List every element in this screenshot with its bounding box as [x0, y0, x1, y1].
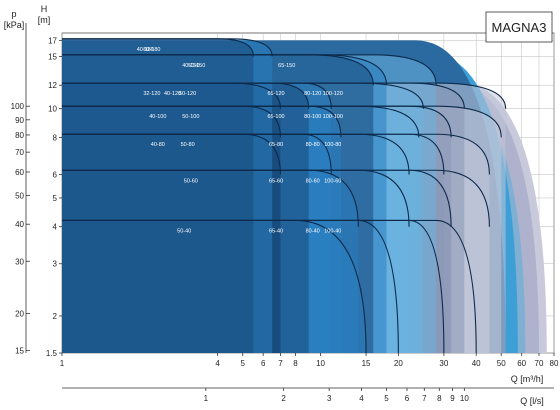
- curve-label-40-180: 40-180: [137, 47, 154, 53]
- x-tick-label: 50: [497, 359, 506, 368]
- curve-label-80-40: 80-40: [306, 228, 320, 234]
- x-tick-label: 1: [60, 359, 65, 368]
- y-axis-label-h: H: [41, 4, 48, 14]
- y-tick-label: 4: [53, 223, 58, 232]
- x2-tick-label: 9: [450, 394, 455, 403]
- y-tick-label: 10: [48, 105, 57, 114]
- y2-tick-label: 70: [15, 148, 24, 157]
- curve-label-50-100: 50-100: [182, 114, 199, 120]
- curve-100-60: [62, 169, 490, 227]
- y2-tick-label: 30: [15, 257, 24, 266]
- x2-tick-label: 1: [204, 394, 209, 403]
- x-tick-label: 20: [394, 359, 403, 368]
- curve-label-80-100: 80-100: [304, 114, 321, 120]
- x-tick-label: 30: [439, 359, 448, 368]
- curve-label-65-40: 65-40: [269, 228, 283, 234]
- title-box: [485, 11, 553, 43]
- curve-100-80: [62, 133, 490, 175]
- y2-axis-label-p: p: [11, 9, 16, 19]
- pump-curves: [62, 38, 507, 354]
- x-tick-label: 40: [472, 359, 481, 368]
- x-tick-label: 8: [293, 359, 298, 368]
- curve-50-40: [62, 219, 367, 354]
- curve-100-120: [62, 82, 507, 109]
- x2-tick-label: 5: [384, 394, 389, 403]
- y2-tick-label: 15: [15, 347, 24, 356]
- y2-tick-label: 90: [15, 116, 24, 125]
- y2-tick-label: 100: [11, 102, 25, 111]
- curve-65-150: [62, 54, 437, 86]
- curve-label-40-100: 40-100: [149, 114, 166, 120]
- x2-tick-label: 10: [460, 394, 469, 403]
- curve-label-65-60: 65-60: [269, 178, 283, 184]
- x-tick-label: 10: [316, 359, 325, 368]
- curve-label-40-120: 40-120: [164, 91, 181, 97]
- curve-label-50-60: 50-60: [184, 178, 198, 184]
- chart-title: MAGNA3: [492, 20, 547, 35]
- x-tick-label: 4: [215, 359, 220, 368]
- x2-tick-label: 7: [422, 394, 427, 403]
- curve-label-65-120: 65-120: [267, 91, 284, 97]
- y2-tick-label: 20: [15, 309, 24, 318]
- curve-100-40: [62, 219, 477, 354]
- y2-tick-label: 80: [15, 131, 24, 140]
- y2-axis-label-p-unit: [kPa]: [4, 20, 25, 30]
- curve-label-50-80: 50-80: [181, 142, 195, 148]
- y2-tick-label: 50: [15, 191, 24, 200]
- x-tick-label: 15: [362, 359, 371, 368]
- operating-regions: [62, 38, 547, 354]
- x-tick-label: 5: [240, 359, 245, 368]
- y-tick-label: 8: [53, 133, 58, 142]
- curve-label-100-40: 100-40: [324, 228, 341, 234]
- curve-label-32-120: 32-120: [143, 91, 160, 97]
- x2-tick-label: 4: [359, 394, 364, 403]
- y-tick-label: 12: [48, 81, 57, 90]
- curve-label-65-80: 65-80: [269, 142, 283, 148]
- y-tick-label: 2: [53, 312, 58, 321]
- x-tick-label: 80: [550, 359, 559, 368]
- x2-tick-label: 3: [327, 394, 332, 403]
- curve-label-50-120: 50-120: [179, 91, 196, 97]
- curve-50-180: [62, 38, 273, 57]
- region-40-180: [62, 38, 254, 354]
- y-tick-label: 5: [53, 194, 58, 203]
- y-tick-label: 17: [48, 36, 57, 45]
- curve-label-40-150: 40-150: [182, 63, 199, 69]
- x-tick-label: 6: [261, 359, 266, 368]
- curve-label-65-100: 65-100: [267, 114, 284, 120]
- curve-label-100-80: 100-80: [324, 142, 341, 148]
- curve-label-50-40: 50-40: [177, 228, 191, 234]
- curve-label-80-60: 80-60: [306, 178, 320, 184]
- y-tick-label: 1.5: [46, 349, 58, 358]
- curve-label-100-60: 100-60: [324, 178, 341, 184]
- y2-tick-label: 40: [15, 220, 24, 229]
- curve-label-80-80: 80-80: [306, 142, 320, 148]
- y-tick-label: 6: [53, 170, 58, 179]
- x-tick-label: 60: [517, 359, 526, 368]
- curve-label-40-80: 40-80: [151, 142, 165, 148]
- x-axis-label: Q [m³/h]: [511, 374, 544, 384]
- curve-label-65-150: 65-150: [278, 63, 295, 69]
- y2-tick-label: 60: [15, 168, 24, 177]
- x-tick-label: 7: [278, 359, 283, 368]
- y-tick-label: 3: [53, 260, 58, 269]
- curve-label-80-120: 80-120: [304, 91, 321, 97]
- x2-axis-label: Q [l/s]: [520, 396, 544, 406]
- x-tick-label: 70: [535, 359, 544, 368]
- curve-label-50-180: 50-180: [143, 47, 160, 53]
- x2-tick-label: 2: [281, 394, 286, 403]
- y-tick-label: 15: [48, 52, 57, 61]
- curve-label-100-100: 100-100: [323, 114, 343, 120]
- curve-label-50-150: 50-150: [188, 63, 205, 69]
- curve-label-100-120: 100-120: [323, 91, 343, 97]
- curve-100-100: [62, 105, 502, 138]
- x2-tick-label: 8: [437, 394, 442, 403]
- y-axis-label-h-unit: [m]: [38, 15, 51, 25]
- x2-tick-label: 6: [405, 394, 410, 403]
